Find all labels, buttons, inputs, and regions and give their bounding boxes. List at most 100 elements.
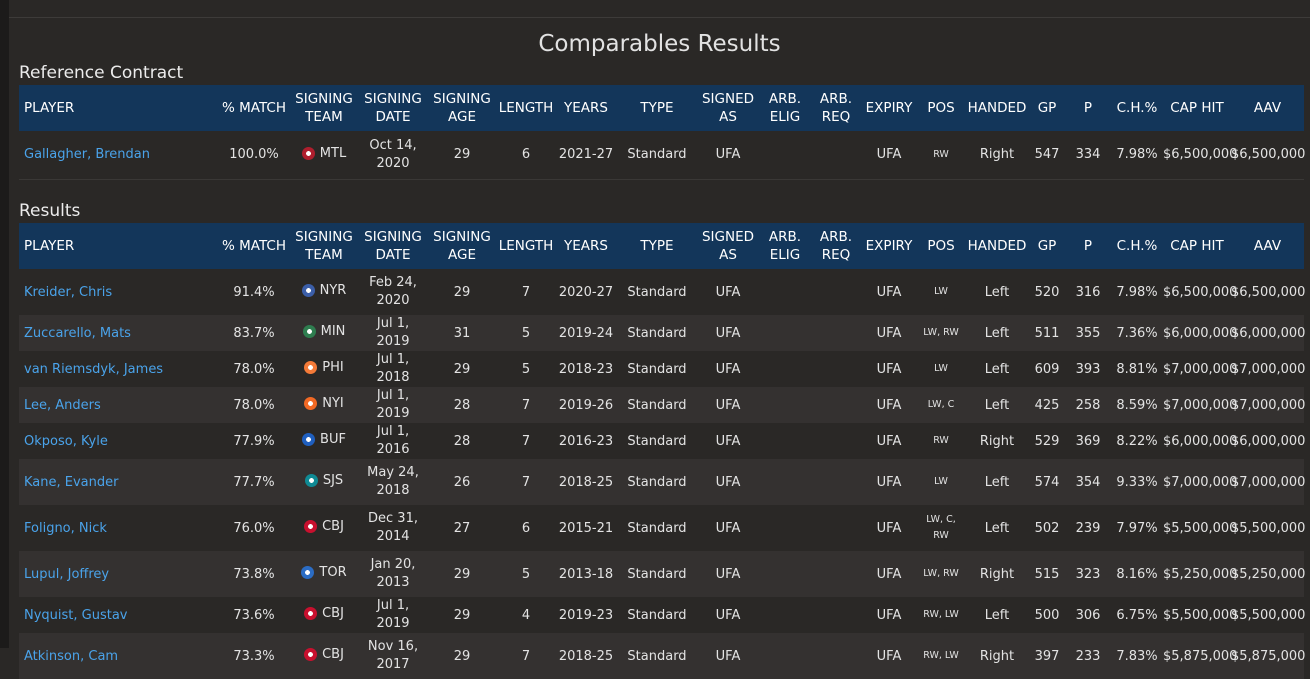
player-link[interactable]: Zuccarello, Mats [24,325,131,341]
column-header-date[interactable]: SIGNING DATE [364,229,422,263]
column-header-signed-as[interactable]: SIGNED AS [701,91,755,125]
cell-pos: LW [934,286,948,297]
results-table: PLAYER % MATCH SIGNING TEAM SIGNING DATE SIG… [19,223,1306,679]
player-link[interactable]: Kane, Evander [24,474,119,490]
cell-pos: LW, C, RW [926,514,956,541]
team-logo-icon [302,433,316,446]
cell-years: 2019-23 [558,607,614,623]
cell-type: Standard [627,474,687,490]
player-link[interactable]: Lupul, Joffrey [24,566,110,582]
column-header-expiry[interactable]: EXPIRY [865,100,913,116]
cell-arb-req [811,387,861,423]
column-header-arb-req[interactable]: ARB. REQ [819,229,853,263]
team-abbrev: SJS [322,473,344,488]
column-header-handed[interactable]: HANDED [967,238,1027,254]
column-header-ch[interactable]: C.H.% [1116,100,1158,116]
cell-date: Jul 1, 2018 [376,352,410,385]
player-link[interactable]: Gallagher, Brendan [24,147,151,163]
cell-length: 5 [521,566,531,582]
column-header-arb-elig[interactable]: ARB. ELIG [768,91,802,125]
cell-expiry: UFA [876,607,902,623]
cell-team: CBJ [289,633,359,679]
results-table-header: PLAYER % MATCH SIGNING TEAM SIGNING DATE SIG… [19,223,1304,269]
cell-arb-elig [759,505,811,551]
cell-gp: 520 [1034,284,1060,300]
cell-years: 2016-23 [558,433,614,449]
cell-player: Zuccarello, Mats [19,315,219,351]
cell-years: 2020-27 [558,284,614,300]
column-header-signed-as[interactable]: SIGNED AS [701,229,755,263]
column-header-p[interactable]: P [1083,100,1093,116]
table-row: Okposo, Kyle 77.9% BUF Jul 1, 2016 28 7 2016-2… [19,423,1305,459]
column-header-handed[interactable]: HANDED [967,100,1027,116]
column-header-aav[interactable]: AAV [1253,100,1282,116]
column-header-arb-req[interactable]: ARB. REQ [819,91,853,125]
column-header-pos[interactable]: POS [927,100,955,116]
cell-type: Standard [627,361,687,377]
player-link[interactable]: Lee, Anders [24,397,101,413]
column-header-gp[interactable]: GP [1037,100,1057,116]
player-link[interactable]: Kreider, Chris [24,284,113,300]
column-header-player[interactable]: PLAYER [24,100,75,116]
column-header-player[interactable]: PLAYER [24,238,75,254]
cell-age: 29 [453,284,471,300]
cell-aav: $5,875,000 [1231,648,1306,664]
cell-gp: 609 [1034,361,1060,377]
cell-pos: LW, C [927,399,955,410]
column-header-expiry[interactable]: EXPIRY [865,238,913,254]
column-header-match[interactable]: % MATCH [222,238,286,254]
cell-handed: Left [984,361,1010,377]
column-header-age[interactable]: SIGNING AGE [433,229,491,263]
cell-expiry: UFA [876,566,902,582]
team-logo-icon [301,566,315,579]
cell-cap-hit: $7,000,000 [1163,474,1238,490]
cell-p: 239 [1075,520,1101,536]
player-link[interactable]: Okposo, Kyle [24,433,108,449]
cell-handed: Left [984,520,1010,536]
column-header-cap-hit[interactable]: CAP HIT [1170,100,1224,116]
column-header-gp[interactable]: GP [1037,238,1057,254]
player-link[interactable]: Atkinson, Cam [24,648,119,664]
column-header-ch[interactable]: C.H.% [1116,238,1158,254]
team-abbrev: CBJ [322,519,344,534]
page-title: Comparables Results [538,31,781,57]
cell-player: Foligno, Nick [19,505,219,551]
cell-p: 334 [1075,147,1101,163]
column-header-match[interactable]: % MATCH [222,100,286,116]
column-header-type[interactable]: TYPE [640,238,674,254]
cell-expiry: UFA [876,147,902,163]
team-abbrev: CBJ [322,606,344,621]
column-header-team[interactable]: SIGNING TEAM [295,229,353,263]
cell-type: Standard [627,566,687,582]
cell-gp: 574 [1034,474,1060,490]
team-cell: CBJ [304,519,344,534]
column-header-type[interactable]: TYPE [640,100,674,116]
column-header-age[interactable]: SIGNING AGE [433,91,491,125]
column-header-aav[interactable]: AAV [1253,238,1282,254]
cell-arb-req [811,131,861,179]
column-header-arb-elig[interactable]: ARB. ELIG [768,229,802,263]
cell-team: TOR [289,551,359,597]
results-heading: Results [19,201,81,221]
column-header-p[interactable]: P [1083,238,1093,254]
player-link[interactable]: Foligno, Nick [24,520,107,536]
column-header-cap-hit[interactable]: CAP HIT [1170,238,1224,254]
cell-age: 29 [453,607,471,623]
team-cell: NYR [301,283,346,298]
cell-cap-hit: $6,000,000 [1163,325,1238,341]
column-header-years[interactable]: YEARS [564,100,608,116]
cell-team: CBJ [289,597,359,633]
column-header-pos[interactable]: POS [927,238,955,254]
cell-handed: Left [984,397,1010,413]
column-header-team[interactable]: SIGNING TEAM [295,91,353,125]
table-row: Kreider, Chris 91.4% NYR Feb 24, 2020 29 7 202… [19,269,1305,315]
cell-length: 5 [521,325,531,341]
cell-signed-as: UFA [715,361,741,377]
column-header-date[interactable]: SIGNING DATE [364,91,422,125]
cell-gp: 425 [1034,397,1060,413]
player-link[interactable]: van Riemsdyk, James [24,361,164,377]
player-link[interactable]: Nyquist, Gustav [24,607,128,623]
column-header-years[interactable]: YEARS [564,238,608,254]
column-header-length[interactable]: LENGTH [498,100,554,116]
column-header-length[interactable]: LENGTH [498,238,554,254]
